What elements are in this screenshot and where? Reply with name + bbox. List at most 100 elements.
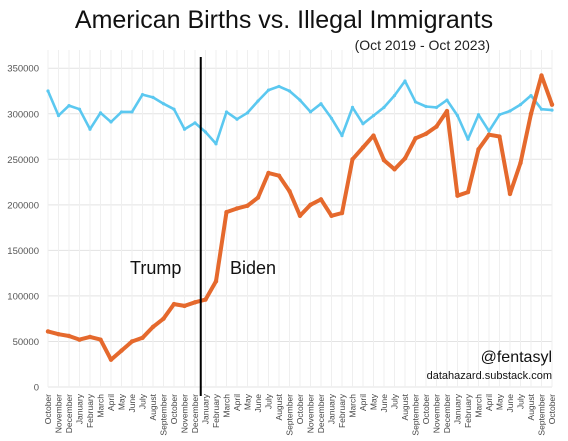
data-point	[214, 142, 218, 146]
data-point	[486, 132, 492, 137]
x-tick-label: July	[516, 393, 526, 409]
data-point	[287, 89, 292, 93]
data-point	[67, 103, 71, 108]
x-tick-label: January	[75, 393, 85, 424]
x-tick-label: October	[169, 394, 179, 424]
trump-era-label: Trump	[130, 258, 182, 278]
data-point	[182, 127, 187, 131]
data-point	[413, 100, 418, 104]
data-point	[266, 170, 271, 176]
data-point	[550, 108, 554, 112]
data-point	[350, 105, 355, 109]
data-point	[466, 137, 470, 141]
data-point	[329, 213, 334, 218]
x-tick-label: August	[526, 393, 536, 420]
data-point	[150, 324, 156, 330]
y-tick-label: 250000	[7, 155, 39, 166]
chart-title: American Births vs. Illegal Immigrants	[74, 6, 494, 34]
x-tick-label: March	[348, 394, 358, 418]
x-tick-label: July	[390, 393, 400, 409]
x-tick-label: September	[159, 394, 169, 436]
x-tick-label: November	[306, 394, 316, 433]
x-tick-label: January	[327, 393, 337, 424]
x-tick-label: June	[505, 394, 515, 413]
data-point	[266, 88, 271, 92]
y-tick-label: 350000	[7, 64, 39, 75]
x-tick-label: April	[106, 394, 116, 411]
data-point	[298, 98, 302, 102]
data-point	[507, 191, 513, 197]
data-point	[392, 167, 397, 172]
data-point	[308, 202, 313, 208]
x-tick-label: August	[274, 393, 284, 420]
data-point	[245, 203, 250, 208]
data-point	[476, 113, 481, 117]
data-point	[529, 93, 533, 98]
data-point	[455, 113, 460, 118]
x-tick-label: November	[180, 394, 190, 433]
x-tick-label: July	[138, 393, 148, 409]
x-tick-label: April	[358, 394, 368, 411]
x-tick-label: March	[96, 394, 106, 418]
y-tick-label: 100000	[7, 291, 39, 302]
data-point	[329, 116, 334, 120]
data-point	[487, 129, 491, 133]
data-point	[539, 107, 544, 111]
data-point	[382, 105, 386, 109]
x-tick-label: May	[495, 393, 505, 410]
data-point	[235, 117, 239, 121]
data-point	[549, 102, 555, 107]
data-point	[308, 110, 313, 114]
x-tick-label: September	[537, 394, 547, 436]
data-point	[423, 131, 429, 136]
x-tick-label: November	[54, 394, 64, 433]
data-point	[45, 329, 51, 334]
data-point	[434, 124, 439, 129]
data-point	[56, 331, 61, 337]
x-tick-label: September	[411, 394, 421, 436]
data-point	[129, 339, 135, 344]
data-point	[276, 173, 282, 178]
data-point	[528, 111, 534, 116]
author-handle: @fentasyl	[480, 349, 552, 366]
data-point	[287, 188, 292, 194]
data-point	[445, 98, 449, 102]
x-tick-label: May	[117, 393, 127, 410]
data-point	[255, 195, 261, 200]
data-point	[518, 160, 523, 166]
data-point	[318, 197, 324, 202]
x-tick-label: June	[379, 394, 389, 413]
x-tick-label: February	[337, 393, 347, 428]
x-tick-label: February	[85, 393, 95, 428]
data-point	[403, 79, 407, 83]
data-point	[444, 108, 450, 114]
data-point	[539, 73, 544, 78]
data-point	[340, 134, 344, 138]
y-tick-label: 0	[34, 383, 39, 394]
x-tick-label: May	[243, 393, 253, 410]
data-point	[360, 145, 366, 150]
data-point	[234, 206, 240, 211]
data-point	[140, 93, 145, 97]
data-point	[77, 337, 82, 342]
data-point	[98, 111, 103, 115]
data-point	[465, 189, 471, 195]
data-point	[161, 316, 166, 321]
data-point	[203, 297, 208, 302]
data-point	[476, 147, 481, 152]
data-point	[224, 209, 229, 215]
data-point	[213, 279, 219, 284]
x-tick-label: April	[232, 394, 242, 411]
data-point	[140, 335, 145, 341]
data-point	[371, 113, 376, 118]
x-tick-label: December	[64, 394, 74, 433]
data-point	[224, 110, 229, 114]
data-point	[66, 333, 72, 339]
data-point	[361, 122, 365, 126]
x-tick-label: January	[201, 393, 211, 424]
data-point	[339, 210, 345, 216]
data-point	[297, 213, 303, 218]
data-point	[245, 111, 250, 115]
